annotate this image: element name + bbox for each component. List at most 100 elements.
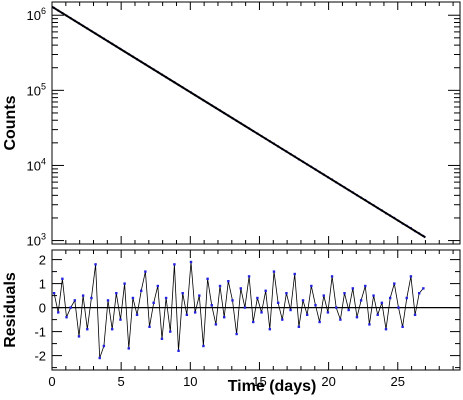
residual-data-point xyxy=(301,299,305,302)
residual-data-point xyxy=(81,294,85,297)
residual-data-point xyxy=(222,316,226,319)
residual-data-point xyxy=(372,294,375,297)
residual-data-point xyxy=(401,325,404,328)
residual-data-point xyxy=(314,304,317,307)
residual-data-point xyxy=(343,292,346,295)
residual-data-point xyxy=(198,294,201,297)
residual-data-point xyxy=(185,313,189,316)
residual-data-point xyxy=(173,263,176,266)
residual-data-point xyxy=(368,323,371,326)
residual-data-point xyxy=(276,301,280,304)
residual-data-point xyxy=(422,287,425,290)
residual-data-point xyxy=(235,332,238,336)
residual-data-point xyxy=(164,296,168,300)
residual-data-point xyxy=(347,308,350,312)
residual-data-point xyxy=(268,328,272,331)
residual-data-point xyxy=(310,284,313,288)
residual-data-point xyxy=(65,316,68,319)
residual-data-point xyxy=(247,275,251,278)
residual-data-point xyxy=(322,294,325,297)
residual-data-point xyxy=(305,313,309,316)
residual-data-point xyxy=(210,304,213,307)
residual-data-point xyxy=(102,344,106,348)
residual-data-point xyxy=(86,328,89,331)
counts-y-ticks: 103 104 105 106 xyxy=(27,6,460,249)
residual-data-point xyxy=(335,306,338,309)
residual-data-point xyxy=(231,299,234,302)
residual-data-point xyxy=(243,306,247,309)
residual-data-point xyxy=(160,337,164,340)
residuals-y-tick-label: 1 xyxy=(39,277,46,292)
residual-data-point xyxy=(388,296,392,300)
residual-data-point xyxy=(57,311,60,314)
residual-data-point xyxy=(140,289,143,292)
residual-data-point xyxy=(289,308,292,312)
residual-data-point xyxy=(364,284,367,288)
residual-data-point xyxy=(202,344,205,348)
residual-data-point xyxy=(409,275,413,278)
residual-data-point xyxy=(206,277,209,280)
residual-data-point xyxy=(227,280,230,283)
counts-y-tick-label: 105 xyxy=(27,81,46,98)
residual-data-point xyxy=(90,296,93,300)
residual-data-point xyxy=(94,263,97,266)
residual-data-point xyxy=(156,284,160,288)
residual-data-point xyxy=(272,270,276,273)
residual-data-point xyxy=(413,313,417,316)
residual-data-point xyxy=(318,320,321,324)
residual-data-point xyxy=(326,311,330,314)
residual-data-point xyxy=(418,292,421,295)
counts-x-ticks xyxy=(51,2,454,244)
residuals-data-points xyxy=(52,260,425,360)
counts-y-tick-label: 103 xyxy=(27,232,46,249)
residual-data-point xyxy=(69,306,72,309)
residual-data-point xyxy=(123,282,126,285)
time-x-tick-label: 15 xyxy=(252,374,266,389)
residual-data-point xyxy=(397,306,400,309)
residual-data-point xyxy=(131,296,135,300)
residual-data-point xyxy=(297,325,301,328)
residual-data-point xyxy=(98,356,101,360)
residuals-plot-frame xyxy=(51,249,461,371)
residual-data-point xyxy=(293,272,296,276)
residual-data-point xyxy=(52,292,56,295)
residual-data-point xyxy=(359,299,363,302)
residual-data-point xyxy=(73,299,77,302)
residual-data-point xyxy=(281,318,284,321)
counts-panel: 103 104 105 106 Counts xyxy=(2,1,461,249)
time-x-tick-label: 10 xyxy=(183,374,197,389)
residual-data-point xyxy=(169,330,172,333)
residual-data-point xyxy=(260,311,263,314)
residuals-y-tick-label: -1 xyxy=(34,325,46,340)
residual-data-point xyxy=(330,275,334,278)
residual-data-point xyxy=(351,287,355,290)
residual-data-point xyxy=(144,270,147,273)
residual-data-point xyxy=(110,328,114,331)
residual-data-point xyxy=(339,318,342,321)
residual-data-point xyxy=(384,328,388,331)
residuals-y-axis-label: Residuals xyxy=(2,272,19,348)
residual-data-point xyxy=(355,316,359,319)
residual-data-point xyxy=(218,284,222,288)
residuals-y-ticks: -2 -1 0 1 2 xyxy=(34,253,460,369)
counts-y-axis-label: Counts xyxy=(2,95,19,150)
residual-data-point xyxy=(376,313,379,316)
residual-data-point xyxy=(214,323,218,326)
residual-data-point xyxy=(256,296,259,300)
residual-data-point xyxy=(77,335,81,338)
residual-data-point xyxy=(393,282,396,285)
time-x-tick-label: 0 xyxy=(48,374,55,389)
residual-data-point xyxy=(127,347,130,350)
residuals-y-tick-label: 2 xyxy=(39,253,46,268)
residuals-y-tick-label: 0 xyxy=(39,301,46,316)
counts-plot-frame xyxy=(51,1,461,245)
residual-data-point xyxy=(285,292,288,295)
residual-data-point xyxy=(135,313,139,316)
residual-data-point xyxy=(119,318,122,321)
time-x-tick-label: 25 xyxy=(391,374,405,389)
residual-data-point xyxy=(115,292,118,295)
residual-data-point xyxy=(405,296,408,300)
residual-data-point xyxy=(106,299,110,302)
residual-data-point xyxy=(189,260,193,264)
